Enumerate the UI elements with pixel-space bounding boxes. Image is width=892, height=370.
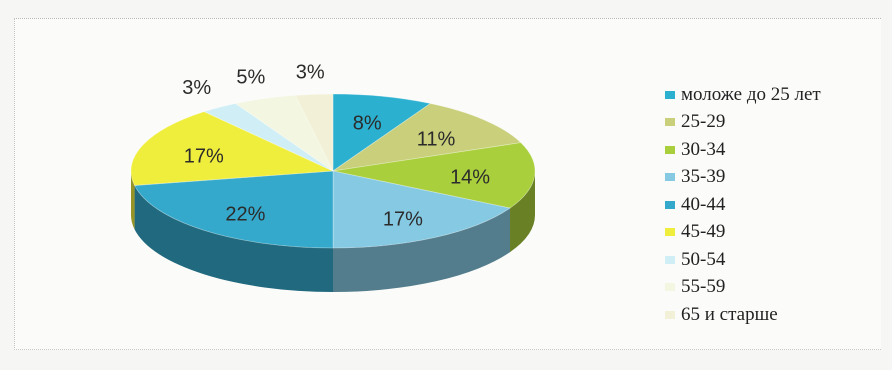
data-label: 17% bbox=[383, 208, 423, 230]
legend-swatch bbox=[665, 255, 675, 264]
pie-slice-side bbox=[131, 171, 135, 230]
pie-slice-side bbox=[510, 171, 535, 253]
legend-label: 30-34 bbox=[681, 138, 726, 160]
legend-swatch bbox=[665, 173, 675, 182]
pie-slice bbox=[332, 142, 536, 209]
data-label: 8% bbox=[353, 113, 382, 135]
data-label: 17% bbox=[184, 146, 224, 168]
pie-chart: 8% 11% 14% 17% 22% 17% 3% 5% 3% bbox=[130, 61, 536, 292]
legend-label: моложе до 25 лет bbox=[681, 83, 821, 105]
pie-slice bbox=[332, 103, 522, 172]
pie-slice bbox=[234, 94, 334, 172]
legend-swatch bbox=[665, 200, 675, 209]
legend-label: 40-44 bbox=[681, 193, 726, 215]
legend-item: 55-59 bbox=[665, 274, 821, 302]
legend-item: 45-49 bbox=[665, 219, 821, 247]
legend-item: 50-54 bbox=[665, 246, 821, 274]
legend-label: 55-59 bbox=[681, 276, 726, 298]
data-label: 14% bbox=[450, 167, 490, 189]
pie-slice bbox=[294, 93, 334, 172]
legend-item: 25-29 bbox=[665, 109, 821, 137]
legend-label: 50-54 bbox=[681, 248, 726, 270]
legend: моложе до 25 лет 25-29 30-34 35-39 40-44… bbox=[665, 81, 821, 329]
data-label: 3% bbox=[182, 77, 211, 99]
legend-swatch bbox=[665, 145, 675, 154]
legend-swatch bbox=[665, 283, 675, 292]
data-label: 5% bbox=[236, 66, 265, 88]
pie-slice bbox=[332, 170, 512, 249]
pie-slice bbox=[203, 103, 334, 172]
chart-area: 8% 11% 14% 17% 22% 17% 3% 5% 3% моложе до 25 лет… bbox=[14, 18, 881, 350]
legend-swatch bbox=[665, 228, 675, 237]
legend-swatch bbox=[665, 310, 675, 319]
pie-slice bbox=[332, 93, 432, 172]
pie-slice bbox=[133, 170, 334, 249]
data-label: 22% bbox=[225, 204, 265, 226]
legend-item: 35-39 bbox=[665, 164, 821, 192]
legend-label: 35-39 bbox=[681, 166, 726, 188]
pie-slice bbox=[130, 111, 334, 186]
legend-swatch bbox=[665, 90, 675, 99]
legend-item: 40-44 bbox=[665, 191, 821, 219]
legend-label: 45-49 bbox=[681, 221, 726, 243]
legend-item: моложе до 25 лет bbox=[665, 81, 821, 109]
pie-slice-side bbox=[134, 185, 333, 292]
legend-label: 25-29 bbox=[681, 111, 726, 133]
data-label: 3% bbox=[296, 61, 325, 83]
legend-item: 30-34 bbox=[665, 136, 821, 164]
legend-item: 65 и старше bbox=[665, 301, 821, 329]
data-label: 11% bbox=[417, 129, 456, 151]
legend-swatch bbox=[665, 118, 675, 127]
legend-label: 65 и старше bbox=[681, 303, 778, 325]
pie-slice-side bbox=[333, 208, 511, 292]
